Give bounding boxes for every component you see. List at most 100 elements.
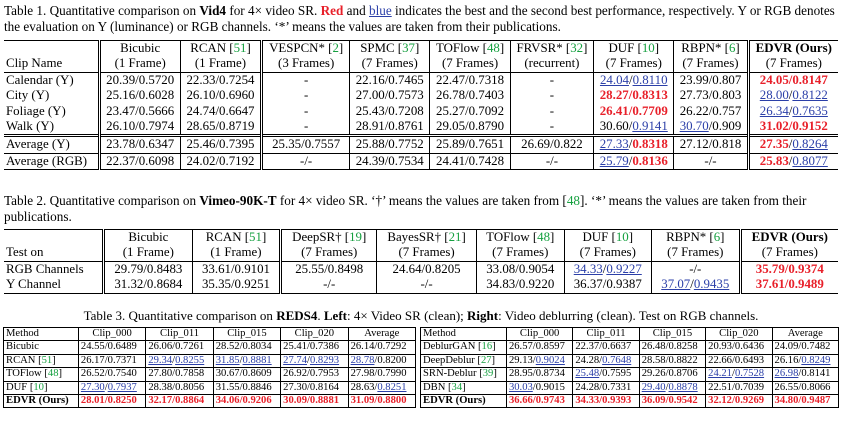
table-cell: (7 Frames) bbox=[475, 245, 565, 262]
table-cell: 28.95/0.8734 bbox=[505, 367, 573, 382]
table-row: EDVR (Ours) 36.66/0.9743 34.33/0.9393 36.09… bbox=[420, 394, 840, 409]
table-cell: - bbox=[260, 72, 350, 89]
table-cell: - bbox=[260, 88, 350, 104]
table-cell: Clip_000 bbox=[77, 326, 146, 342]
table-cell: SPMC [37] bbox=[349, 40, 430, 57]
table-cell: - bbox=[509, 119, 594, 136]
table-cell: 26.06/0.7261 bbox=[145, 340, 214, 355]
table-cell: VESPCN* [2] bbox=[260, 40, 350, 57]
table-cell: 26.52/0.7540 bbox=[77, 367, 146, 382]
table-cell: (7 Frames) bbox=[349, 56, 430, 73]
table-row: Average (Y) 23.78/0.6347 25.46/0.7395 25.35… bbox=[4, 134, 838, 154]
table-cell: - bbox=[509, 88, 594, 104]
table-row: RGB Channels 29.79/0.8483 33.61/0.9101 25.5… bbox=[4, 261, 838, 278]
table-cell: 31.02/0.9152 bbox=[746, 119, 838, 136]
table-cell: Test on bbox=[4, 245, 104, 262]
table-cell: Bicubic bbox=[102, 229, 193, 246]
table-cell: 31.85/0.8881 bbox=[212, 354, 281, 369]
table-cell: Average bbox=[347, 326, 417, 342]
table1-vid4: Bicubic RCAN [51] VESPCN* [2] SPMC [37] TOFl… bbox=[4, 40, 838, 171]
table-cell: 29.79/0.8483 bbox=[102, 261, 193, 278]
table-cell: DeblurGAN [16] bbox=[420, 340, 507, 355]
table-cell: 26.10/0.6960 bbox=[179, 88, 262, 104]
table-cell: 22.16/0.7465 bbox=[349, 72, 430, 89]
table-cell: 22.51/0.7039 bbox=[705, 381, 773, 396]
table-cell: 24.02/0.7192 bbox=[179, 152, 262, 171]
table-cell: 22.47/0.7318 bbox=[429, 72, 511, 89]
table-cell: Walk (Y) bbox=[6, 119, 54, 134]
table-cell: DeepSR† [19] bbox=[279, 229, 377, 246]
table-row: TOFlow [48] 26.52/0.7540 27.80/0.7858 30.67… bbox=[3, 367, 417, 382]
table-header-row: Bicubic RCAN [51] VESPCN* [2] SPMC [37] TOFl… bbox=[4, 40, 838, 57]
table-cell: 25.79/0.8136 bbox=[593, 152, 674, 171]
table-cell: 23.99/0.807 bbox=[673, 72, 749, 89]
table-cell: (7 Frames) bbox=[376, 245, 477, 262]
table-cell: -/- bbox=[673, 152, 749, 171]
table-cell: 26.57/0.8597 bbox=[505, 340, 573, 355]
table-cell: 34.80/0.9487 bbox=[771, 394, 840, 409]
table-cell: Calendar (Y) bbox=[6, 72, 74, 87]
table-cell: TOFlow [48] bbox=[475, 229, 565, 246]
table-cell: 23.47/0.5666 bbox=[97, 103, 181, 120]
table-cell: 22.33/0.7254 bbox=[179, 72, 262, 89]
table-cell: (recurrent) bbox=[509, 56, 594, 73]
table-cell: 30.09/0.8881 bbox=[280, 394, 349, 409]
table-cell: 29.26/0.8706 bbox=[638, 367, 706, 382]
table-cell: 28.01/0.8250 bbox=[77, 394, 146, 409]
table-row: DeepDeblur [27] 29.13/0.9024 24.28/0.7648 2… bbox=[420, 354, 840, 369]
table-cell: 26.55/0.8066 bbox=[771, 381, 840, 396]
table-cell: 30.67/0.8609 bbox=[212, 367, 281, 382]
table-cell: 25.88/0.7752 bbox=[349, 134, 430, 154]
table-cell: 22.37/0.6637 bbox=[572, 340, 640, 355]
table-cell: (7 Frames) bbox=[429, 56, 511, 73]
table-cell: EDVR (Ours) bbox=[3, 394, 79, 409]
table-cell: 24.04/0.8110 bbox=[593, 72, 674, 89]
table-cell: 35.35/0.9251 bbox=[191, 277, 281, 294]
table-cell: 24.74/0.6647 bbox=[179, 103, 262, 120]
table-cell: - bbox=[509, 103, 594, 120]
table-cell: Bicubic bbox=[97, 40, 181, 57]
table-cell: 27.80/0.7858 bbox=[145, 367, 214, 382]
table-cell: 35.79/0.9374 bbox=[738, 261, 838, 278]
table-header-row: Method Clip_000 Clip_011 Clip_015 Clip_020 Av… bbox=[3, 326, 417, 342]
table-cell: - bbox=[509, 72, 594, 89]
table-cell: 34.33/0.9393 bbox=[572, 394, 640, 409]
table-cell: 25.89/0.7651 bbox=[429, 134, 511, 154]
table-header-row: Method Clip_000 Clip_011 Clip_015 Clip_020 Av… bbox=[420, 326, 840, 342]
table-row: Y Channel 31.32/0.8684 35.35/0.9251 -/- -/- 3… bbox=[4, 277, 838, 294]
table-cell: EDVR (Ours) bbox=[420, 394, 507, 409]
table-cell: Method bbox=[3, 326, 79, 342]
table-cell: 32.12/0.9269 bbox=[705, 394, 773, 409]
table-cell: 33.08/0.9054 bbox=[475, 261, 565, 278]
table-cell: 32.17/0.8864 bbox=[145, 394, 214, 409]
table-cell: 27.74/0.8293 bbox=[280, 354, 349, 369]
table-cell: 37.61/0.9489 bbox=[738, 277, 838, 294]
table-cell: 28.27/0.8313 bbox=[593, 88, 674, 104]
table-cell: 27.30/0.8164 bbox=[280, 381, 349, 396]
table-cell: -/- bbox=[260, 152, 350, 171]
table-cell: Clip_015 bbox=[212, 326, 281, 342]
table-cell: Average (Y) bbox=[4, 134, 100, 154]
table-cell: RGB Channels bbox=[6, 261, 84, 276]
table-cell: 26.22/0.757 bbox=[673, 103, 749, 120]
table-cell: RBPN* [6] bbox=[650, 229, 741, 246]
table-cell: 29.34/0.8255 bbox=[145, 354, 214, 369]
table-cell: 27.12/0.818 bbox=[673, 134, 749, 154]
table-cell: 28.38/0.8056 bbox=[145, 381, 214, 396]
table-cell: 31.32/0.8684 bbox=[102, 277, 193, 294]
table-cell: 23.78/0.6347 bbox=[97, 134, 181, 154]
table-row: RCAN [51] 26.17/0.7371 29.34/0.8255 31.85/0… bbox=[3, 354, 417, 369]
table-cell: 20.39/0.5720 bbox=[97, 72, 181, 89]
table-cell: 24.41/0.7428 bbox=[429, 152, 511, 171]
table-cell: 36.37/0.9387 bbox=[563, 277, 652, 294]
table-cell: 29.13/0.9024 bbox=[505, 354, 573, 369]
table-cell: TOFlow [48] bbox=[3, 367, 79, 382]
table-cell: 27.00/0.7573 bbox=[349, 88, 430, 104]
table-cell: 24.21/0.7528 bbox=[705, 367, 773, 382]
table-cell: Clip_015 bbox=[638, 326, 706, 342]
table-cell: Clip_020 bbox=[705, 326, 773, 342]
table-cell: 27.73/0.803 bbox=[673, 88, 749, 104]
table-cell: 20.93/0.6436 bbox=[705, 340, 773, 355]
table3-right-deblur: Method Clip_000 Clip_011 Clip_015 Clip_020 Av… bbox=[420, 326, 840, 409]
table-cell: 30.60/0.9141 bbox=[593, 119, 674, 136]
